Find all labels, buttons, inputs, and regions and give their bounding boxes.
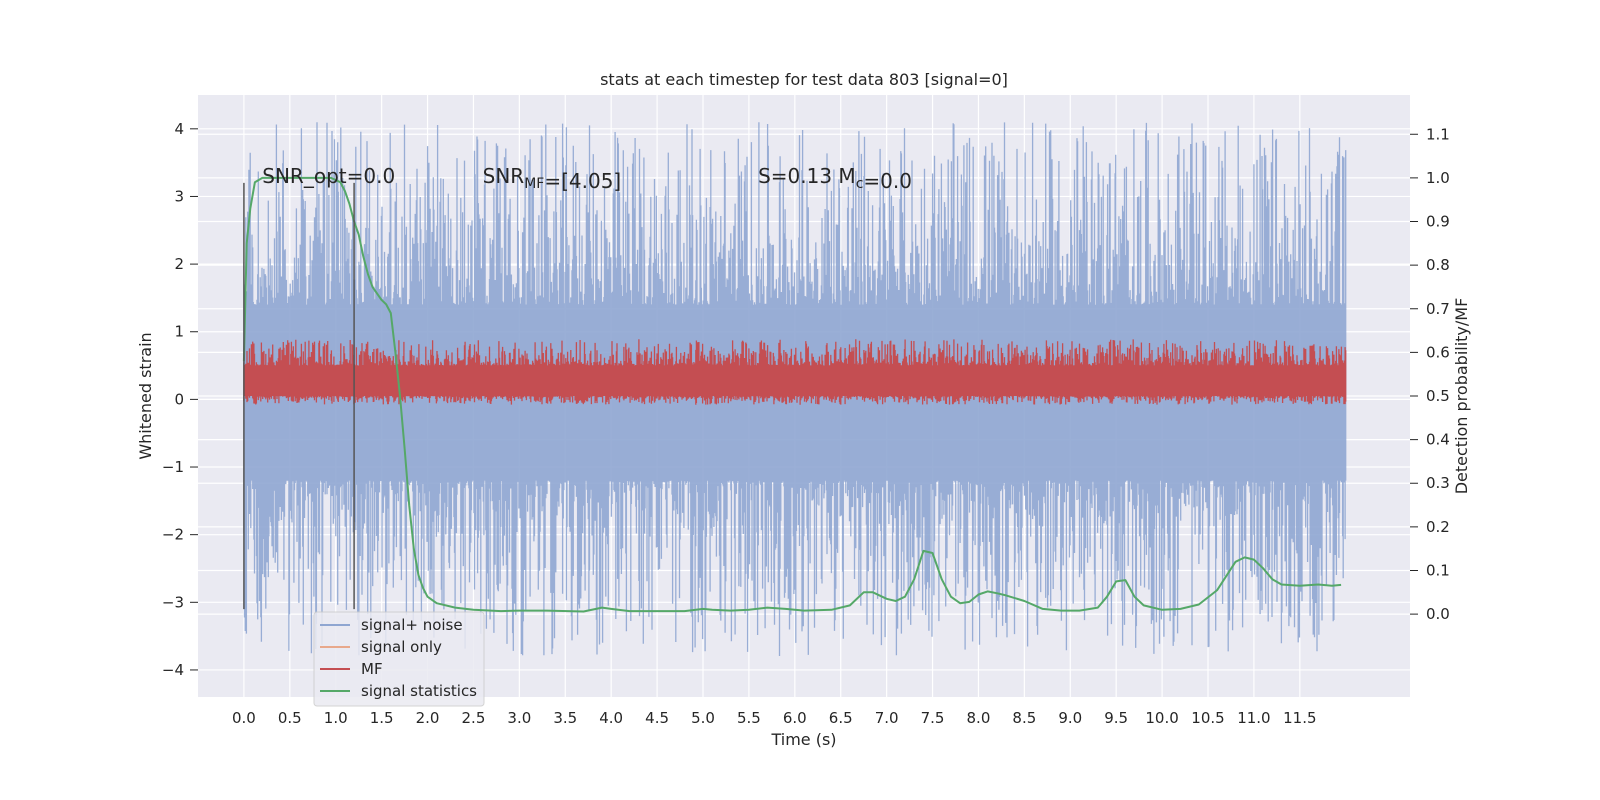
x-tick-label: 7.5 xyxy=(921,709,945,727)
y-tick-label: −1 xyxy=(162,458,184,476)
legend-box xyxy=(313,611,485,707)
x-tick-label: 2.0 xyxy=(416,709,440,727)
x-tick-label: 10.5 xyxy=(1191,709,1224,727)
chart-title: stats at each timestep for test data 803… xyxy=(600,70,1008,89)
x-tick-label: 0.5 xyxy=(278,709,302,727)
y2-tick-label: 0.0 xyxy=(1426,605,1450,623)
y-tick-label: 3 xyxy=(174,187,184,205)
legend: signal+ noise signal only MF signal statist… xyxy=(313,611,485,707)
y2-tick-label: 0.6 xyxy=(1426,343,1450,361)
x-tick-label: 3.5 xyxy=(553,709,577,727)
y2-tick-label: 0.4 xyxy=(1426,431,1450,449)
x-tick-label: 1.0 xyxy=(324,709,348,727)
x-tick-label: 0.0 xyxy=(232,709,256,727)
y-tick-label: 1 xyxy=(174,323,184,341)
legend-label: MF xyxy=(361,660,383,678)
y-axis-label: Whitened strain xyxy=(136,332,155,459)
y2-tick-label: 0.1 xyxy=(1426,561,1450,579)
y2-tick-label: 0.2 xyxy=(1426,518,1450,536)
y-tick-label: 0 xyxy=(174,390,184,408)
x-tick-label: 8.5 xyxy=(1012,709,1036,727)
y2-tick-label: 1.0 xyxy=(1426,169,1450,187)
x-tick-label: 4.5 xyxy=(645,709,669,727)
x-tick-label: 6.5 xyxy=(829,709,853,727)
ticks: 0.0 0.5 1.0 1.5 2.0 2.5 3.0 3.5 4.0 4.5 5.0 5.5 6.0 6… xyxy=(162,120,1450,727)
annotation-text: SNRMF=[4.05] xyxy=(483,164,622,193)
y-tick-label: −2 xyxy=(162,526,184,544)
x-tick-label: 11.5 xyxy=(1283,709,1316,727)
series-layer xyxy=(242,122,1347,656)
x-tick-label: 7.0 xyxy=(875,709,899,727)
y-tick-label: 4 xyxy=(174,120,184,138)
annotation-text: S=0.13 Mc=0.0 xyxy=(758,164,912,193)
x-tick-label: 6.0 xyxy=(783,709,807,727)
y2-tick-label: 0.7 xyxy=(1426,300,1450,318)
y2-tick-label: 1.1 xyxy=(1426,125,1450,143)
y-tick-label: −4 xyxy=(162,661,184,679)
annotation-text: SNR_opt=0.0 xyxy=(262,164,395,188)
x-tick-label: 9.0 xyxy=(1058,709,1082,727)
legend-label: signal+ noise xyxy=(361,616,463,634)
x-tick-label: 5.5 xyxy=(737,709,761,727)
x-tick-label: 10.0 xyxy=(1145,709,1178,727)
x-tick-label: 9.5 xyxy=(1104,709,1128,727)
x-tick-label: 3.0 xyxy=(507,709,531,727)
vertical-markers xyxy=(243,182,355,610)
x-tick-label: 1.5 xyxy=(370,709,394,727)
y2-tick-label: 0.9 xyxy=(1426,213,1450,231)
annotations: SNR_opt=0.0 SNRMF=[4.05] S=0.13 Mc=0.0 xyxy=(262,164,912,193)
y2-tick-label: 0.5 xyxy=(1426,387,1450,405)
legend-label: signal statistics xyxy=(361,682,477,700)
legend-label: signal only xyxy=(361,638,442,656)
y-tick-label: −3 xyxy=(162,593,184,611)
x-tick-label: 5.0 xyxy=(691,709,715,727)
x-tick-label: 11.0 xyxy=(1237,709,1270,727)
x-tick-label: 4.0 xyxy=(599,709,623,727)
right-y-axis-label: Detection probability/MF xyxy=(1452,298,1471,495)
x-tick-label: 8.0 xyxy=(967,709,991,727)
series-signal-statistics xyxy=(242,176,1342,613)
y2-tick-label: 0.3 xyxy=(1426,474,1450,492)
x-axis-label: Time (s) xyxy=(770,730,836,749)
y2-tick-label: 0.8 xyxy=(1426,256,1450,274)
y-tick-label: 2 xyxy=(174,255,184,273)
x-tick-label: 2.5 xyxy=(462,709,486,727)
